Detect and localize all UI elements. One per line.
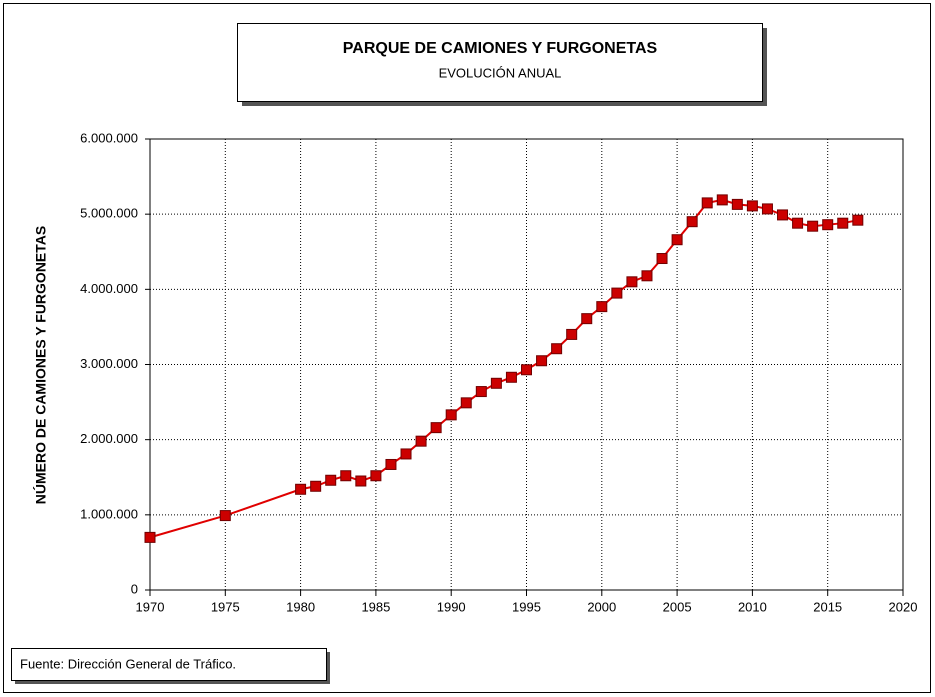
data-point (566, 328, 578, 340)
data-point (731, 198, 743, 210)
data-point (656, 253, 668, 265)
data-point (551, 343, 563, 355)
data-line (149, 198, 859, 539)
data-point (521, 364, 532, 376)
data-point (310, 480, 322, 492)
data-point (671, 234, 683, 246)
data-point (716, 194, 728, 206)
y-tick-label: 5.000.000 (80, 206, 138, 221)
data-point (445, 409, 457, 421)
y-tick-label: 1.000.000 (80, 506, 138, 521)
chart-title: PARQUE DE CAMIONES Y FURGONETAS (343, 40, 658, 57)
data-point (822, 219, 834, 231)
x-tick-label: 1970 (136, 599, 165, 614)
data-point (686, 216, 698, 228)
data-point (792, 217, 804, 229)
data-point (761, 203, 773, 215)
x-tick-label: 1995 (512, 599, 541, 614)
y-axis-label: NÚMERO DE CAMIONES Y FURGONETAS (32, 226, 49, 504)
x-tick-label: 2015 (813, 599, 842, 614)
x-tick-label: 1990 (437, 599, 466, 614)
x-tick-label: 1985 (361, 599, 390, 614)
x-tick-label: 1980 (286, 599, 315, 614)
data-point (370, 470, 382, 482)
outer-frame (3, 3, 931, 693)
data-point (219, 510, 231, 522)
data-point (777, 209, 789, 221)
y-tick-label: 0 (131, 581, 138, 596)
data-point (807, 220, 819, 232)
data-point (837, 217, 849, 229)
data-point (385, 458, 397, 470)
chart-subtitle: EVOLUCIÓN ANUAL (439, 65, 562, 80)
y-tick-label: 3.000.000 (80, 356, 138, 371)
y-tick-label: 6.000.000 (80, 130, 138, 145)
title-box (237, 23, 763, 102)
source-note: Fuente: Dirección General de Tráfico. (20, 656, 236, 671)
x-tick-label: 2005 (663, 599, 692, 614)
data-point (536, 355, 548, 367)
data-point (430, 422, 442, 434)
x-tick-label: 2000 (587, 599, 616, 614)
data-point (400, 448, 412, 460)
y-tick-label: 4.000.000 (80, 281, 138, 296)
data-point (490, 377, 502, 389)
data-point (626, 276, 638, 288)
data-point (746, 200, 758, 212)
data-point (596, 301, 608, 313)
x-tick-label: 2010 (738, 599, 767, 614)
data-point (340, 470, 352, 482)
x-tick-label: 2020 (889, 599, 918, 614)
data-point (144, 531, 156, 543)
data-point (475, 386, 487, 398)
data-point (701, 197, 713, 209)
data-point (460, 397, 472, 409)
data-point (415, 435, 427, 447)
y-tick-label: 2.000.000 (80, 431, 138, 446)
data-point (611, 287, 623, 299)
source-box (11, 648, 327, 681)
data-point (295, 483, 307, 495)
data-point (325, 474, 337, 486)
data-point (852, 214, 864, 226)
data-point (355, 475, 367, 487)
data-point (581, 313, 593, 325)
x-tick-label: 1975 (211, 599, 240, 614)
data-point (505, 371, 517, 383)
data-point (641, 270, 653, 282)
plot-frame (149, 138, 904, 591)
